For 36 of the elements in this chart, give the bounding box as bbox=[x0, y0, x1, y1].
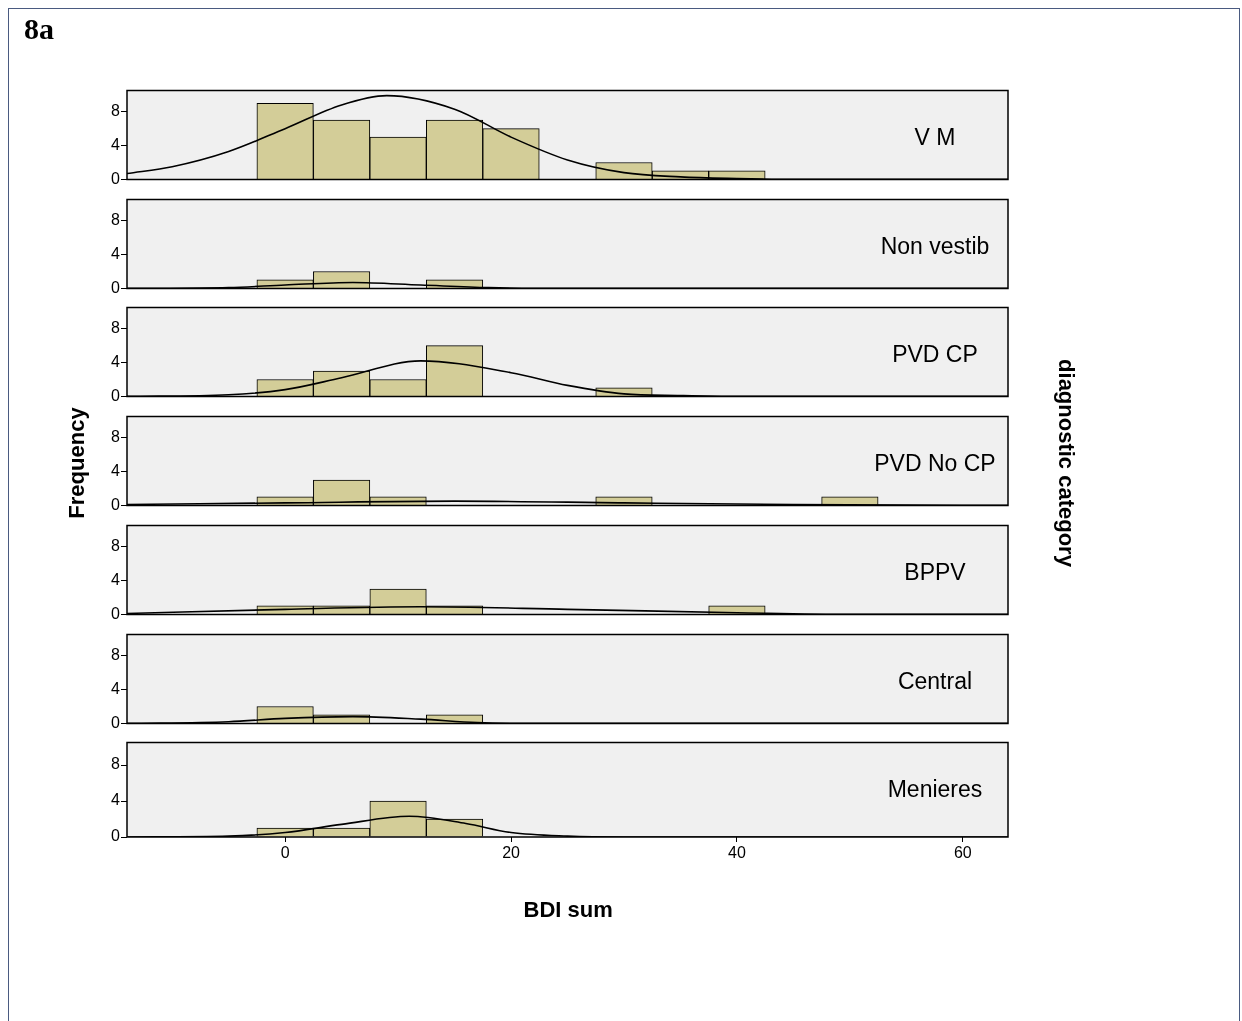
x-axis-title: BDI sum bbox=[523, 897, 613, 924]
x-tick-label: 20 bbox=[502, 844, 521, 862]
x-tick-label: 40 bbox=[728, 844, 746, 862]
y-tick-label: 4 bbox=[111, 570, 121, 588]
y-tick-label: 0 bbox=[111, 278, 121, 296]
y-axis-title: Frequency bbox=[63, 406, 90, 519]
y-tick-label: 8 bbox=[111, 536, 121, 554]
chart-title: 8a bbox=[24, 12, 54, 46]
annotation: Non vestib bbox=[880, 232, 990, 259]
annotation: Menieres bbox=[887, 776, 983, 803]
y-tick-label: 4 bbox=[111, 244, 121, 262]
y-tick-label: 4 bbox=[111, 135, 121, 153]
y-tick-label: 8 bbox=[111, 319, 121, 337]
y-tick-label: 0 bbox=[111, 495, 121, 513]
annotation: Central bbox=[897, 667, 973, 694]
x-tick-label: 0 bbox=[280, 844, 290, 862]
y-tick-label: 4 bbox=[111, 462, 121, 480]
x-tick-label: 60 bbox=[953, 844, 972, 862]
y-tick-label: 4 bbox=[111, 353, 121, 371]
y-tick-label: 0 bbox=[111, 827, 121, 845]
y-tick-label: 8 bbox=[111, 102, 121, 120]
annotation: PVD No CP bbox=[874, 450, 996, 477]
y-tick-label: 8 bbox=[111, 755, 121, 773]
annotation: PVD CP bbox=[892, 341, 978, 368]
annotation: BPPV bbox=[904, 558, 967, 585]
y-tick-label: 8 bbox=[111, 428, 121, 446]
y-tick-label: 4 bbox=[111, 791, 121, 809]
annotation: V M bbox=[914, 123, 956, 150]
y-tick-label: 4 bbox=[111, 679, 121, 697]
y-tick-label: 8 bbox=[111, 210, 121, 228]
y2-axis-title: diagnostic category bbox=[1052, 358, 1079, 567]
y-tick-label: 8 bbox=[111, 645, 121, 663]
y-tick-label: 0 bbox=[111, 387, 121, 405]
y-tick-label: 0 bbox=[111, 604, 121, 622]
y-tick-label: 0 bbox=[111, 713, 121, 731]
y-tick-label: 0 bbox=[111, 169, 121, 187]
